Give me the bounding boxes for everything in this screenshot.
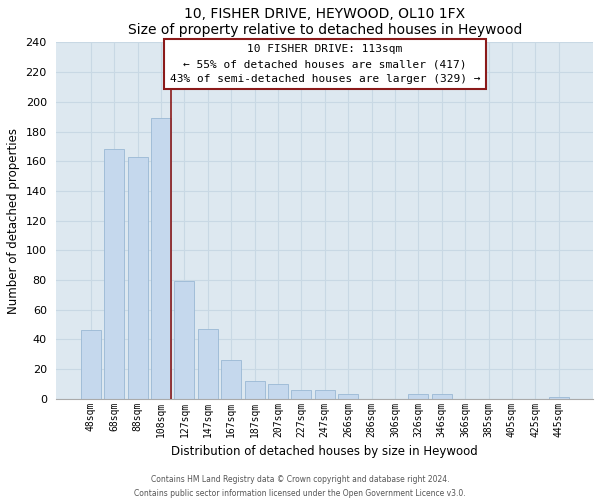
Bar	[198, 329, 218, 398]
X-axis label: Distribution of detached houses by size in Heywood: Distribution of detached houses by size …	[172, 445, 478, 458]
Title: 10, FISHER DRIVE, HEYWOOD, OL10 1FX
Size of property relative to detached houses: 10, FISHER DRIVE, HEYWOOD, OL10 1FX Size…	[128, 7, 522, 37]
Bar	[315, 390, 335, 398]
Bar	[221, 360, 241, 399]
Bar	[245, 381, 265, 398]
Text: Contains HM Land Registry data © Crown copyright and database right 2024.
Contai: Contains HM Land Registry data © Crown c…	[134, 476, 466, 498]
Bar	[104, 150, 124, 398]
Bar	[432, 394, 452, 398]
Bar	[81, 330, 101, 398]
Bar	[409, 394, 428, 398]
Bar	[268, 384, 288, 398]
Bar	[292, 390, 311, 398]
Bar	[128, 157, 148, 398]
Text: 10 FISHER DRIVE: 113sqm
← 55% of detached houses are smaller (417)
43% of semi-d: 10 FISHER DRIVE: 113sqm ← 55% of detache…	[170, 44, 480, 84]
Bar	[151, 118, 171, 398]
Bar	[338, 394, 358, 398]
Y-axis label: Number of detached properties: Number of detached properties	[7, 128, 20, 314]
Bar	[549, 397, 569, 398]
Bar	[175, 282, 194, 399]
